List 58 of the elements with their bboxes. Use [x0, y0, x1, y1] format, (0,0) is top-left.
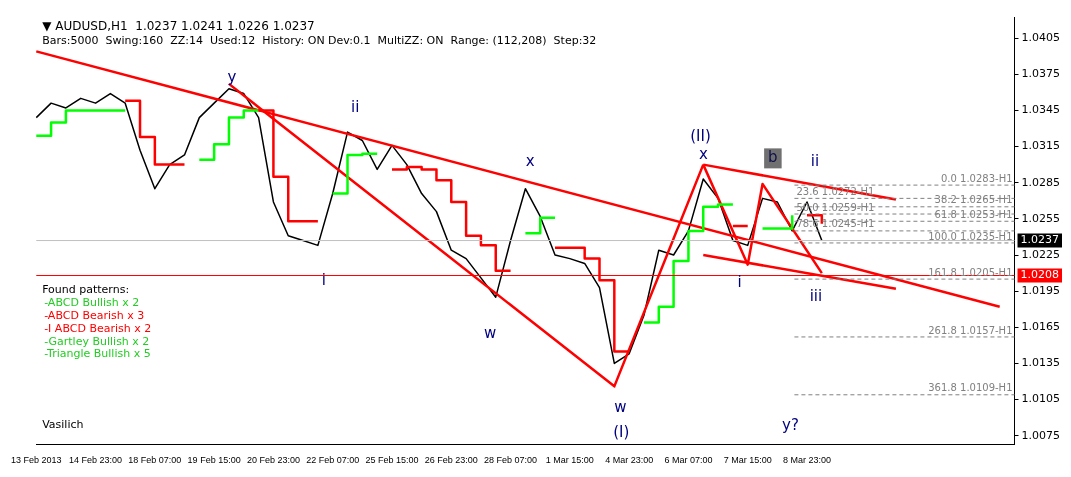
- ref-line-label: 100.0 1.0235-H1: [928, 230, 1013, 242]
- ref-line-label: 161.8 1.0205-H1: [928, 266, 1013, 278]
- x-tick-label: 8 Mar 23:00: [782, 455, 832, 466]
- annotation: i: [737, 272, 742, 291]
- y-tick-label: 1.0255: [1021, 211, 1061, 225]
- x-tick-label: 19 Feb 15:00: [187, 455, 241, 466]
- ref-line-label: 61.8 1.0253-H1: [934, 208, 1013, 220]
- x-tick-label: 28 Feb 07:00: [484, 455, 538, 466]
- annotation: x: [698, 145, 708, 164]
- annotation: (II): [690, 126, 711, 145]
- x-tick-label: 1 Mar 15:00: [545, 455, 594, 466]
- y-tick-label: 1.0345: [1021, 103, 1061, 117]
- y-tick-label: 1.0375: [1021, 67, 1061, 81]
- annotation: ii: [351, 97, 360, 116]
- y-tick-label: 1.0225: [1021, 247, 1061, 261]
- x-tick-label: 14 Feb 23:00: [69, 455, 123, 466]
- y-tick-label: 1.0195: [1021, 284, 1061, 298]
- y-tick-label: 1.0135: [1021, 356, 1061, 370]
- annotation: i: [321, 270, 326, 289]
- ref-line-label: 0.0 1.0283-H1: [940, 172, 1013, 184]
- annotation: y: [227, 68, 237, 87]
- annotation: Vasilich: [42, 417, 84, 431]
- annotation: iii: [809, 286, 823, 305]
- annotation: -Triangle Bullish x 5: [44, 347, 151, 361]
- annotation: (I): [613, 423, 630, 442]
- ref-line-label: 1.0208: [1020, 268, 1060, 282]
- annotation: x: [525, 151, 535, 170]
- x-tick-label: 26 Feb 23:00: [424, 455, 478, 466]
- annotation: w: [484, 324, 497, 343]
- annotation: -Gartley Bullish x 2: [44, 334, 150, 348]
- ref-line-label: 38.2 1.0265-H1: [934, 194, 1013, 206]
- y-tick-label: 1.0405: [1021, 30, 1061, 44]
- y-tick-label: 1.0315: [1021, 139, 1061, 153]
- y-tick-label: 1.0075: [1021, 428, 1061, 442]
- chart-title: ▼ AUDUSD,H1 1.0237 1.0241 1.0226 1.0237: [42, 18, 315, 33]
- ref-line-label: 1.0237: [1020, 233, 1060, 247]
- annotation: ii: [810, 151, 820, 170]
- ref-line-label: 361.8 1.0109-H1: [928, 382, 1013, 394]
- x-tick-label: 22 Feb 07:00: [306, 455, 360, 466]
- annotation: -ABCD Bullish x 2: [44, 296, 140, 310]
- x-tick-label: 20 Feb 23:00: [246, 455, 300, 466]
- x-tick-label: 6 Mar 07:00: [664, 455, 713, 466]
- y-tick-label: 1.0105: [1021, 392, 1061, 406]
- x-tick-label: 25 Feb 15:00: [365, 455, 419, 466]
- annotation: Found patterns:: [42, 283, 130, 297]
- text: Bars:5000 Swing:160 ZZ:14 Used:12 History: ON Dev:0.1 MultiZZ: ON Range: (112,208) Step:32: [42, 33, 597, 47]
- annotation: y?: [782, 416, 799, 435]
- annotation: -ABCD Bearish x 3: [44, 309, 145, 323]
- y-tick-label: 1.0285: [1021, 175, 1061, 189]
- annotation: -I ABCD Bearish x 2: [44, 321, 152, 335]
- y-tick-label: 1.0165: [1021, 320, 1061, 334]
- x-tick-label: 7 Mar 15:00: [723, 455, 772, 466]
- x-tick-label: 4 Mar 23:00: [605, 455, 654, 466]
- ref-line-label: 261.8 1.0157-H1: [928, 324, 1013, 336]
- annotation: w: [614, 398, 627, 417]
- annotation: b: [768, 148, 778, 167]
- x-tick-label: 13 Feb 2013: [11, 455, 62, 466]
- x-tick-label: 18 Feb 07:00: [128, 455, 182, 466]
